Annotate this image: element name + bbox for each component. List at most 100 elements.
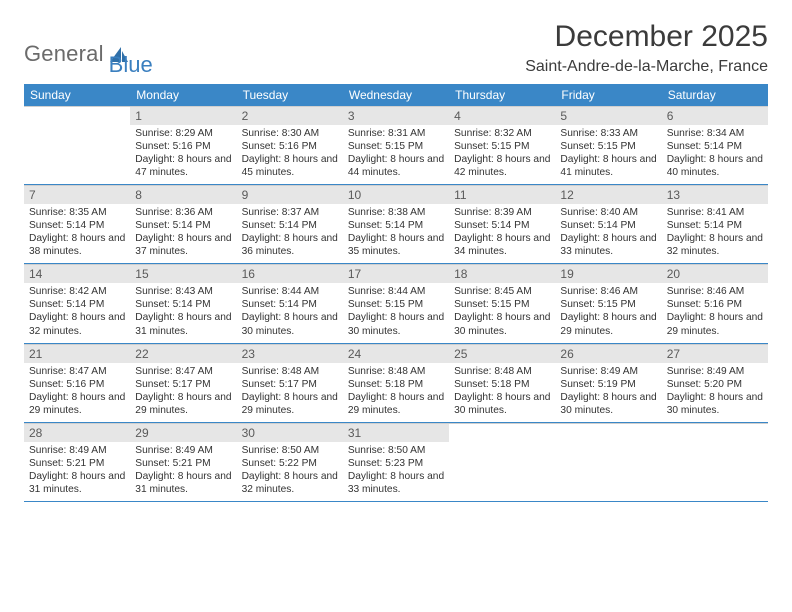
sunrise-line: Sunrise: 8:36 AM <box>135 206 231 219</box>
sunset-line: Sunset: 5:19 PM <box>560 378 656 391</box>
daylight-line: Daylight: 8 hours and 31 minutes. <box>29 470 125 496</box>
day-cell: 8Sunrise: 8:36 AMSunset: 5:14 PMDaylight… <box>130 185 236 263</box>
day-number: 18 <box>449 265 555 283</box>
sunset-line: Sunset: 5:14 PM <box>29 219 125 232</box>
day-number: 10 <box>343 186 449 204</box>
sunset-line: Sunset: 5:16 PM <box>242 140 338 153</box>
sunset-line: Sunset: 5:17 PM <box>135 378 231 391</box>
daylight-line: Daylight: 8 hours and 30 minutes. <box>348 311 444 337</box>
week-row: 28Sunrise: 8:49 AMSunset: 5:21 PMDayligh… <box>24 423 768 502</box>
empty-cell <box>24 106 130 184</box>
day-number: 4 <box>449 107 555 125</box>
sunset-line: Sunset: 5:20 PM <box>667 378 763 391</box>
sunset-line: Sunset: 5:14 PM <box>242 219 338 232</box>
sunrise-line: Sunrise: 8:49 AM <box>135 444 231 457</box>
day-number: 9 <box>237 186 343 204</box>
day-number: 8 <box>130 186 236 204</box>
sunrise-line: Sunrise: 8:46 AM <box>560 285 656 298</box>
daylight-line: Daylight: 8 hours and 30 minutes. <box>667 391 763 417</box>
sunrise-line: Sunrise: 8:29 AM <box>135 127 231 140</box>
sunrise-line: Sunrise: 8:41 AM <box>667 206 763 219</box>
sunrise-line: Sunrise: 8:31 AM <box>348 127 444 140</box>
daylight-line: Daylight: 8 hours and 31 minutes. <box>135 311 231 337</box>
daylight-line: Daylight: 8 hours and 33 minutes. <box>348 470 444 496</box>
day-number: 6 <box>662 107 768 125</box>
day-cell: 14Sunrise: 8:42 AMSunset: 5:14 PMDayligh… <box>24 264 130 342</box>
sunrise-line: Sunrise: 8:34 AM <box>667 127 763 140</box>
daylight-line: Daylight: 8 hours and 47 minutes. <box>135 153 231 179</box>
day-cell: 15Sunrise: 8:43 AMSunset: 5:14 PMDayligh… <box>130 264 236 342</box>
sunrise-line: Sunrise: 8:33 AM <box>560 127 656 140</box>
day-number: 7 <box>24 186 130 204</box>
day-cell: 13 Sunrise: 8:41 AMSunset: 5:14 PMDayligh… <box>662 185 768 263</box>
sunset-line: Sunset: 5:15 PM <box>454 140 550 153</box>
sunset-line: Sunset: 5:17 PM <box>242 378 338 391</box>
sunset-line: Sunset: 5:14 PM <box>667 140 763 153</box>
sunrise-line: Sunrise: 8:50 AM <box>242 444 338 457</box>
day-number: 19 <box>555 265 661 283</box>
day-cell: 29Sunrise: 8:49 AMSunset: 5:21 PMDayligh… <box>130 423 236 501</box>
sunset-line: Sunset: 5:14 PM <box>135 219 231 232</box>
day-cell: 4Sunrise: 8:32 AMSunset: 5:15 PMDaylight… <box>449 106 555 184</box>
sunrise-line: Sunrise: 8:44 AM <box>242 285 338 298</box>
sunset-line: Sunset: 5:15 PM <box>454 298 550 311</box>
sunrise-line: Sunrise: 8:48 AM <box>348 365 444 378</box>
sunrise-line: Sunrise: 8:37 AM <box>242 206 338 219</box>
day-number: 12 <box>555 186 661 204</box>
page-title: December 2025 <box>525 20 768 54</box>
sunrise-line: Sunrise: 8:38 AM <box>348 206 444 219</box>
sunset-line: Sunset: 5:14 PM <box>242 298 338 311</box>
day-cell: 2Sunrise: 8:30 AMSunset: 5:16 PMDaylight… <box>237 106 343 184</box>
sunset-line: Sunset: 5:15 PM <box>560 140 656 153</box>
calendar-grid: SundayMondayTuesdayWednesdayThursdayFrid… <box>24 84 768 502</box>
sunrise-line: Sunrise: 8:46 AM <box>667 285 763 298</box>
sunset-line: Sunset: 5:18 PM <box>348 378 444 391</box>
title-block: December 2025 Saint-Andre-de-la-Marche, … <box>525 20 768 76</box>
daylight-line: Daylight: 8 hours and 30 minutes. <box>454 391 550 417</box>
day-number: 13 <box>662 186 768 204</box>
day-cell: 30Sunrise: 8:50 AMSunset: 5:22 PMDayligh… <box>237 423 343 501</box>
sunrise-line: Sunrise: 8:49 AM <box>560 365 656 378</box>
day-cell: 31Sunrise: 8:50 AMSunset: 5:23 PMDayligh… <box>343 423 449 501</box>
sunset-line: Sunset: 5:15 PM <box>560 298 656 311</box>
day-number: 24 <box>343 345 449 363</box>
day-number: 17 <box>343 265 449 283</box>
daylight-line: Daylight: 8 hours and 32 minutes. <box>242 470 338 496</box>
daylight-line: Daylight: 8 hours and 29 minutes. <box>29 391 125 417</box>
sunset-line: Sunset: 5:22 PM <box>242 457 338 470</box>
day-cell: 20Sunrise: 8:46 AMSunset: 5:16 PMDayligh… <box>662 264 768 342</box>
daylight-line: Daylight: 8 hours and 29 minutes. <box>135 391 231 417</box>
day-number: 29 <box>130 424 236 442</box>
sunset-line: Sunset: 5:18 PM <box>454 378 550 391</box>
daylight-line: Daylight: 8 hours and 32 minutes. <box>667 232 763 258</box>
sunset-line: Sunset: 5:14 PM <box>135 298 231 311</box>
day-number: 5 <box>555 107 661 125</box>
day-cell: 3Sunrise: 8:31 AMSunset: 5:15 PMDaylight… <box>343 106 449 184</box>
sunset-line: Sunset: 5:21 PM <box>29 457 125 470</box>
sunrise-line: Sunrise: 8:47 AM <box>29 365 125 378</box>
sunset-line: Sunset: 5:23 PM <box>348 457 444 470</box>
daylight-line: Daylight: 8 hours and 31 minutes. <box>135 470 231 496</box>
sunrise-line: Sunrise: 8:43 AM <box>135 285 231 298</box>
sunrise-line: Sunrise: 8:40 AM <box>560 206 656 219</box>
sunrise-line: Sunrise: 8:49 AM <box>29 444 125 457</box>
day-cell: 1Sunrise: 8:29 AMSunset: 5:16 PMDaylight… <box>130 106 236 184</box>
sunset-line: Sunset: 5:14 PM <box>29 298 125 311</box>
sunset-line: Sunset: 5:16 PM <box>29 378 125 391</box>
daylight-line: Daylight: 8 hours and 40 minutes. <box>667 153 763 179</box>
day-cell: 27Sunrise: 8:49 AMSunset: 5:20 PMDayligh… <box>662 344 768 422</box>
week-row: 14Sunrise: 8:42 AMSunset: 5:14 PMDayligh… <box>24 264 768 343</box>
daylight-line: Daylight: 8 hours and 35 minutes. <box>348 232 444 258</box>
weekday-header: Wednesday <box>343 84 449 106</box>
daylight-line: Daylight: 8 hours and 32 minutes. <box>29 311 125 337</box>
day-number: 31 <box>343 424 449 442</box>
empty-cell <box>662 423 768 501</box>
empty-cell <box>449 423 555 501</box>
day-number: 1 <box>130 107 236 125</box>
day-cell: 26Sunrise: 8:49 AMSunset: 5:19 PMDayligh… <box>555 344 661 422</box>
daylight-line: Daylight: 8 hours and 30 minutes. <box>242 311 338 337</box>
day-cell: 19Sunrise: 8:46 AMSunset: 5:15 PMDayligh… <box>555 264 661 342</box>
sunset-line: Sunset: 5:14 PM <box>667 219 763 232</box>
day-cell: 12Sunrise: 8:40 AMSunset: 5:14 PMDayligh… <box>555 185 661 263</box>
day-cell: 21Sunrise: 8:47 AMSunset: 5:16 PMDayligh… <box>24 344 130 422</box>
